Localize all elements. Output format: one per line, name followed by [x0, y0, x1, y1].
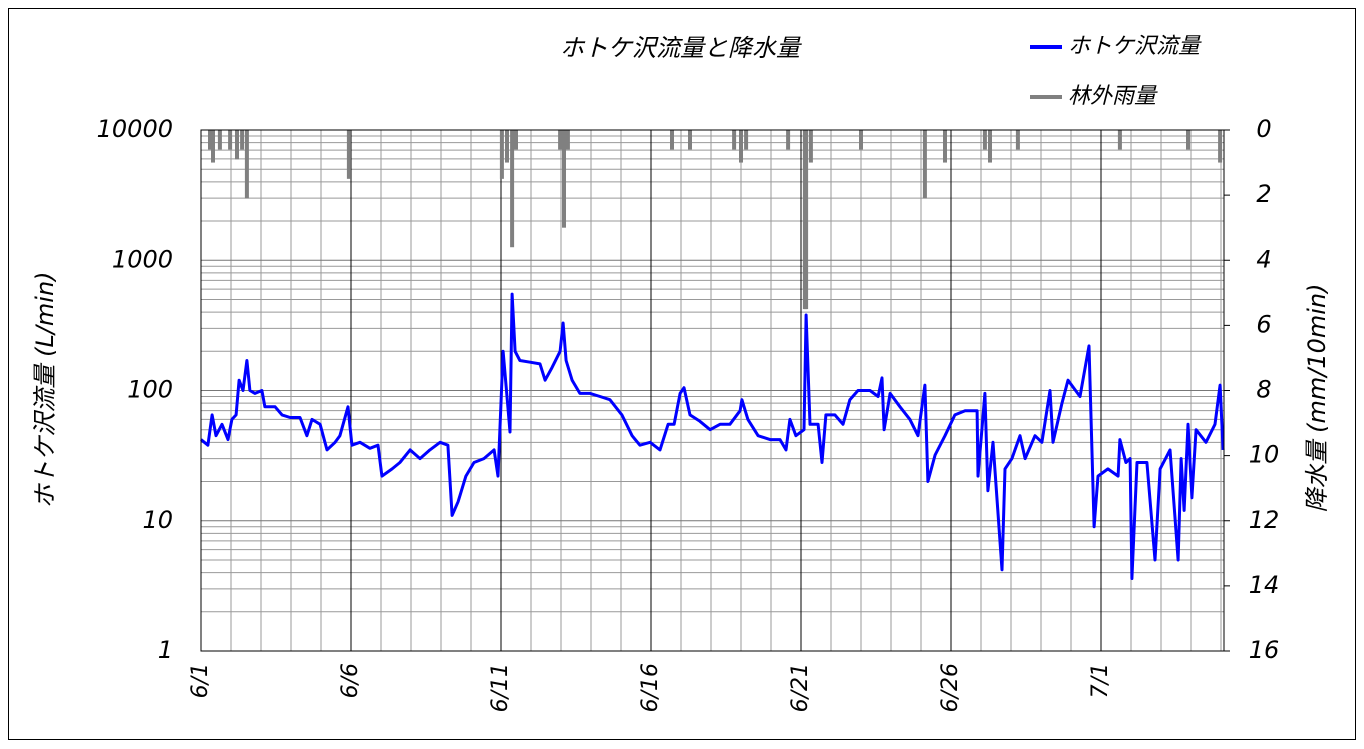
x-tick-label: 6/21 [788, 663, 813, 712]
rain-bar [943, 130, 947, 163]
rain-bar [208, 130, 212, 150]
y2-tick-label: 6 [1256, 310, 1271, 338]
y-tick-label: 1 [158, 636, 173, 664]
rain-bar [786, 130, 791, 150]
rain-bar [804, 130, 809, 310]
y2-tick-label: 0 [1256, 115, 1271, 143]
rain-bar [228, 130, 233, 150]
x-tick-label: 6/6 [338, 663, 363, 698]
x-tick-label: 7/1 [1088, 663, 1113, 698]
legend-label: 林外雨量 [1068, 84, 1158, 109]
x-tick-label: 6/26 [938, 663, 963, 712]
y2-axis-label: 降水量 (mm/10min) [1303, 284, 1331, 513]
rain-bar [688, 130, 692, 150]
rain-bar [565, 130, 570, 150]
rain-bar [244, 130, 249, 199]
rain-bar [240, 130, 245, 150]
rain-bar [922, 130, 927, 199]
rain-bar [670, 130, 674, 150]
y-axis-label: ホトケ沢流量 (L/min) [31, 271, 59, 508]
plot-border [200, 129, 1225, 652]
y-tick-label: 10000 [97, 115, 173, 143]
rain-bar [510, 130, 515, 248]
legend-label: ホトケ沢流量 [1068, 34, 1202, 59]
y-tick-label: 10 [142, 506, 173, 534]
flow-line [200, 292, 1225, 580]
y2-tick-label: 10 [1249, 441, 1280, 469]
rain-bar [859, 130, 863, 150]
rain-bar [744, 130, 749, 150]
rain-bar [732, 130, 737, 150]
rain-bar [346, 130, 351, 179]
rain-bar [499, 130, 504, 179]
chart-border [8, 8, 1356, 740]
x-tick-label: 6/1 [188, 663, 213, 698]
rain-bar [562, 130, 566, 228]
rain-bar [1015, 130, 1020, 150]
rain-bar [988, 130, 992, 163]
y-tick-label: 100 [127, 376, 173, 404]
rain-bar [1218, 130, 1223, 163]
rain-bar [808, 130, 813, 163]
rain-bar [235, 130, 239, 160]
y-tick-label: 1000 [112, 245, 173, 273]
y2-tick-label: 12 [1249, 506, 1280, 534]
x-tick-label: 6/16 [638, 663, 663, 712]
rain-bar [1186, 130, 1190, 150]
rain-bar [211, 130, 215, 163]
rain-bar [739, 130, 743, 163]
rain-bar [514, 130, 518, 150]
y2-tick-label: 14 [1249, 571, 1280, 599]
y2-tick-label: 4 [1256, 245, 1271, 273]
chart-title: ホトケ沢流量と降水量 [560, 34, 802, 62]
rain-bar [558, 130, 563, 150]
y2-tick-label: 2 [1256, 180, 1271, 208]
y2-tick-label: 16 [1249, 636, 1280, 664]
x-tick-label: 6/11 [488, 663, 513, 712]
rain-bar [982, 130, 987, 150]
rain-bar [217, 130, 222, 150]
rain-bar [505, 130, 509, 163]
y2-tick-label: 8 [1256, 376, 1271, 404]
rain-bar [1117, 130, 1122, 150]
